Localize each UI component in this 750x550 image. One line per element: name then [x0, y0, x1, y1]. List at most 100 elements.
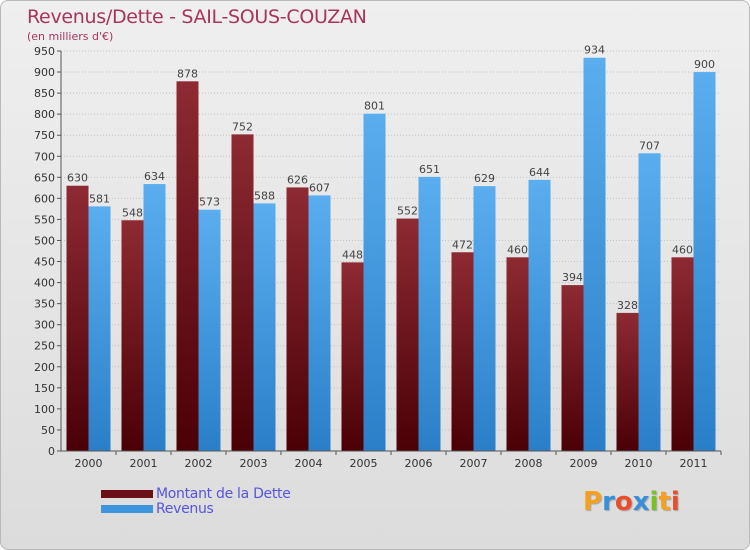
- bar-revenus: [363, 113, 386, 451]
- data-label-revenus: 607: [309, 181, 330, 194]
- bar-debt: [66, 185, 89, 451]
- x-tick-label: 2003: [240, 457, 268, 470]
- y-tick-label: 150: [34, 382, 55, 395]
- y-tick-label: 100: [34, 403, 55, 416]
- data-label-debt: 752: [232, 120, 253, 133]
- grid-layer: [61, 50, 721, 452]
- data-label-revenus: 629: [474, 172, 495, 185]
- data-label-revenus: 581: [89, 192, 110, 205]
- y-tick-label: 650: [34, 171, 55, 184]
- bar-debt: [176, 81, 199, 451]
- x-tick-label: 2000: [75, 457, 103, 470]
- x-tick-label: 2005: [350, 457, 378, 470]
- y-tick-label: 900: [34, 66, 55, 79]
- y-tick-label: 500: [34, 234, 55, 247]
- logo-letter: o: [614, 487, 633, 517]
- x-tick-label: 2008: [515, 457, 543, 470]
- y-tick-label: 950: [34, 45, 55, 58]
- logo-letter: t: [658, 487, 671, 517]
- legend-label-revenus: Revenus: [156, 501, 214, 517]
- y-tick-label: 200: [34, 361, 55, 374]
- data-label-debt: 448: [342, 248, 363, 261]
- bar-debt: [286, 187, 309, 451]
- data-label-revenus: 801: [364, 100, 385, 113]
- proxiti-logo: Proxiti: [583, 487, 680, 517]
- bar-revenus: [198, 209, 221, 451]
- x-tick-label: 2010: [625, 457, 653, 470]
- y-tick-label: 0: [48, 445, 55, 458]
- bar-revenus: [418, 176, 441, 452]
- data-label-debt: 878: [177, 67, 198, 80]
- y-tick-label: 300: [34, 319, 55, 332]
- y-tick-label: 850: [34, 87, 55, 100]
- chart-title: Revenus/Dette - SAIL-SOUS-COUZAN: [27, 6, 367, 28]
- legend-swatch-debt: [101, 490, 153, 498]
- chart-subtitle: (en milliers d'€): [27, 30, 114, 43]
- logo-letter: P: [583, 487, 603, 517]
- bar-revenus: [143, 184, 166, 452]
- x-tick-label: 2004: [295, 457, 323, 470]
- x-tick-label: 2001: [130, 457, 158, 470]
- data-label-revenus: 588: [254, 189, 275, 202]
- y-tick-label: 750: [34, 129, 55, 142]
- y-tick-label: 550: [34, 213, 55, 226]
- bar-debt: [671, 257, 694, 451]
- bar-debt: [396, 218, 419, 451]
- y-tick-label: 400: [34, 277, 55, 290]
- data-label-debt: 460: [507, 243, 528, 256]
- legend-label-debt: Montant de la Dette: [156, 486, 291, 502]
- bar-debt: [341, 262, 364, 451]
- bar-debt: [121, 220, 144, 451]
- data-label-revenus: 707: [639, 139, 660, 152]
- x-tick-label: 2009: [570, 457, 598, 470]
- bar-revenus: [473, 186, 496, 451]
- bar-debt: [506, 257, 529, 451]
- bar-debt: [231, 134, 254, 452]
- bar-debt: [561, 285, 584, 451]
- x-tick-label: 2007: [460, 457, 488, 470]
- logo-letter: i: [670, 487, 680, 517]
- data-label-debt: 552: [397, 205, 418, 218]
- y-tick-label: 350: [34, 298, 55, 311]
- bar-debt: [451, 252, 474, 451]
- bar-revenus: [308, 195, 331, 451]
- data-label-revenus: 644: [529, 166, 550, 179]
- data-label-debt: 460: [672, 243, 693, 256]
- bar-revenus: [583, 57, 606, 451]
- data-label-debt: 394: [562, 271, 583, 284]
- bar-revenus: [253, 203, 276, 451]
- x-tick-label: 2002: [185, 457, 213, 470]
- y-tick-label: 600: [34, 192, 55, 205]
- data-label-debt: 548: [122, 206, 143, 219]
- logo-letter: x: [632, 487, 650, 517]
- data-label-revenus: 934: [584, 44, 605, 57]
- data-label-revenus: 900: [694, 58, 715, 71]
- data-label-debt: 472: [452, 238, 473, 251]
- data-label-revenus: 651: [419, 163, 440, 176]
- logo-letter: r: [602, 487, 615, 517]
- bar-revenus: [528, 179, 551, 451]
- data-label-debt: 328: [617, 299, 638, 312]
- y-tick-label: 450: [34, 256, 55, 269]
- logo-letter: i: [649, 487, 659, 517]
- y-tick-label: 250: [34, 340, 55, 353]
- x-tick-label: 2011: [680, 457, 708, 470]
- y-tick-label: 50: [41, 424, 55, 437]
- bar-layer: [66, 57, 716, 452]
- data-label-revenus: 573: [199, 196, 220, 209]
- y-tick-label: 700: [34, 150, 55, 163]
- bar-debt: [616, 312, 639, 451]
- bar-revenus: [88, 206, 111, 451]
- data-label-debt: 630: [67, 172, 88, 185]
- bar-revenus: [693, 72, 716, 451]
- y-tick-label: 800: [34, 108, 55, 121]
- legend-swatch-revenus: [101, 505, 153, 513]
- data-label-debt: 626: [287, 173, 308, 186]
- bar-revenus: [638, 153, 661, 451]
- x-tick-label: 2006: [405, 457, 433, 470]
- data-label-revenus: 634: [144, 170, 165, 183]
- axis-layer: 0 50 100 150 200 250 300 350 400 450 500 550 600 650 7…: [34, 45, 722, 470]
